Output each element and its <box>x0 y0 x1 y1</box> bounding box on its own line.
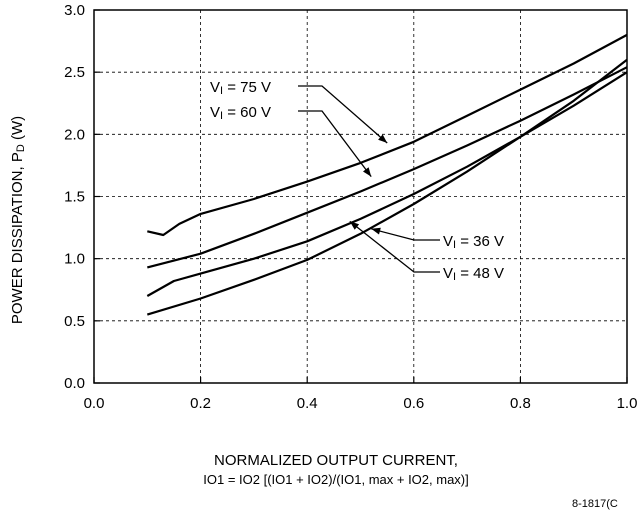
figure-id: 8-1817(C <box>572 498 618 510</box>
series-line <box>147 33 628 237</box>
x-tick-label: 0.0 <box>84 395 105 412</box>
tick-labels: 0.0 0.2 0.4 0.6 0.8 1.0 0.0 0.5 1.0 1.5 2.0 2.5 3.0 <box>64 2 637 412</box>
annotation-arrowhead <box>378 134 388 143</box>
x-tick-label: 0.4 <box>297 395 318 412</box>
y-tick-label: 2.5 <box>64 64 85 81</box>
x-tick-label: 0.8 <box>510 395 531 412</box>
axes <box>93 9 628 384</box>
y-tick-label: 1.5 <box>64 189 85 206</box>
annotation-leader <box>349 220 440 273</box>
y-tick-label: 0.0 <box>64 375 85 392</box>
annotation-leader <box>298 110 372 177</box>
series-line <box>146 58 628 316</box>
x-tick-label: 0.2 <box>190 395 211 412</box>
x-tick-label: 0.6 <box>403 395 424 412</box>
annotation-arrowhead <box>371 227 381 235</box>
annotation-leader <box>371 228 440 241</box>
y-tick-label: 2.0 <box>64 126 85 143</box>
x-axis-label-formula: IO1 = IO2 [(IO1 + IO2)/(IO1, max + IO2, … <box>203 472 469 487</box>
grid <box>94 10 627 383</box>
annotation-label: VI = 60 V <box>210 104 271 122</box>
x-tick-label: 1.0 <box>617 395 637 412</box>
y-tick-label: 3.0 <box>64 2 85 19</box>
annotation-label: VI = 36 V <box>443 233 504 251</box>
annotation-label: VI = 48 V <box>443 265 504 283</box>
y-axis-label: POWER DISSIPATION, PD (W) <box>9 116 27 324</box>
series-group <box>146 33 628 316</box>
annotation-label: VI = 75 V <box>210 79 271 97</box>
annotation-leader <box>298 85 388 144</box>
series-line <box>147 66 628 269</box>
annotations: VI = 75 V VI = 60 V VI = 36 V VI = 48 V <box>210 79 504 283</box>
annotation-arrowhead <box>363 167 372 177</box>
y-tick-label: 1.0 <box>64 251 85 268</box>
y-tick-label: 0.5 <box>64 313 85 330</box>
x-axis-label: NORMALIZED OUTPUT CURRENT, <box>214 452 458 469</box>
annotation-arrowhead <box>349 221 360 230</box>
series-line <box>146 71 628 297</box>
